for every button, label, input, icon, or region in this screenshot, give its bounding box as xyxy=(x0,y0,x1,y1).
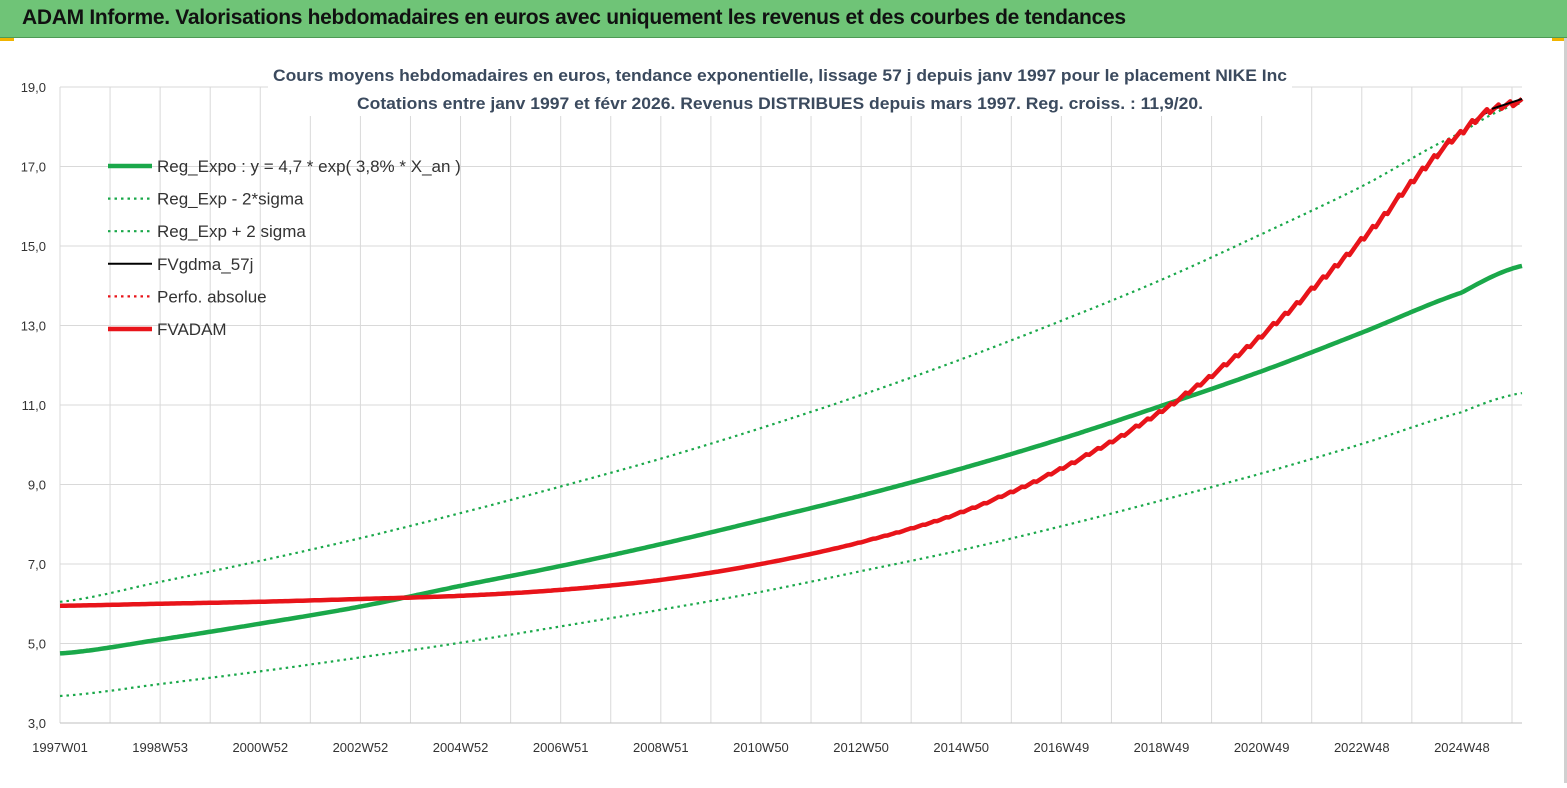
x-tick-label: 2018W49 xyxy=(1134,740,1190,755)
series-line-1 xyxy=(59,392,1523,698)
series-line-3 xyxy=(60,99,1523,607)
series-line-2 xyxy=(59,101,1523,603)
x-tick-label: 2024W48 xyxy=(1434,740,1490,755)
report-title: ADAM Informe. Valorisations hebdomadaire… xyxy=(22,6,1126,29)
y-tick-label: 11,0 xyxy=(22,398,46,413)
series-layer xyxy=(59,97,1524,698)
x-tick-label: 2002W52 xyxy=(333,740,389,755)
series-line-0 xyxy=(59,263,1523,656)
x-tick-label: 2006W51 xyxy=(533,740,589,755)
y-tick-label: 3,0 xyxy=(28,716,46,731)
frame-corner-left xyxy=(0,38,14,41)
x-tick-label: 1997W01 xyxy=(32,740,88,755)
y-tick-label: 9,0 xyxy=(28,478,46,493)
frame-edge-right xyxy=(1564,38,1567,783)
legend-label: FVgdma_57j xyxy=(157,255,253,274)
report-banner: ADAM Informe. Valorisations hebdomadaire… xyxy=(0,0,1567,38)
legend-label: Perfo. absolue xyxy=(157,287,267,306)
series-line-3-tip xyxy=(1491,97,1523,110)
y-tick-label: 15,0 xyxy=(21,239,46,254)
x-tick-label: 2022W48 xyxy=(1334,740,1390,755)
legend-label: FVADAM xyxy=(157,320,227,339)
x-tick-label: 2016W49 xyxy=(1034,740,1090,755)
legend-label: Reg_Expo : y = 4,7 * exp( 3,8% * X_an ) xyxy=(157,157,461,176)
series-line-5 xyxy=(60,97,1524,608)
y-tick-label: 5,0 xyxy=(28,637,46,652)
y-tick-label: 17,0 xyxy=(21,160,46,175)
x-tick-label: 2010W50 xyxy=(733,740,789,755)
x-tick-label: 2000W52 xyxy=(232,740,288,755)
legend: Reg_Expo : y = 4,7 * exp( 3,8% * X_an ) R… xyxy=(108,157,461,339)
axis-layer: 3,0 5,0 7,0 9,0 11,0 13,0 15,0 17,0 19,0 1997W01 1… xyxy=(21,80,1522,755)
legend-label: Reg_Exp - 2*sigma xyxy=(157,190,304,209)
legend-label: Reg_Exp + 2 sigma xyxy=(157,222,306,241)
x-tick-label: 2012W50 xyxy=(833,740,889,755)
title-backdrop xyxy=(268,60,1292,116)
frame-corner-right xyxy=(1552,38,1567,41)
x-tick-label: 2020W49 xyxy=(1234,740,1290,755)
x-tick-label: 2014W50 xyxy=(933,740,989,755)
y-tick-label: 19,0 xyxy=(21,80,46,95)
x-tick-label: 2004W52 xyxy=(433,740,489,755)
grid-layer xyxy=(59,86,1522,724)
y-tick-label: 13,0 xyxy=(21,319,46,334)
y-tick-label: 7,0 xyxy=(28,557,46,572)
chart-title: Cours moyens hebdomadaires en euros, ten… xyxy=(273,66,1287,85)
series-line-4 xyxy=(60,99,1523,607)
x-tick-label: 2008W51 xyxy=(633,740,689,755)
x-tick-label: 1998W53 xyxy=(132,740,188,755)
chart-subtitle: Cotations entre janv 1997 et févr 2026. … xyxy=(357,94,1203,113)
